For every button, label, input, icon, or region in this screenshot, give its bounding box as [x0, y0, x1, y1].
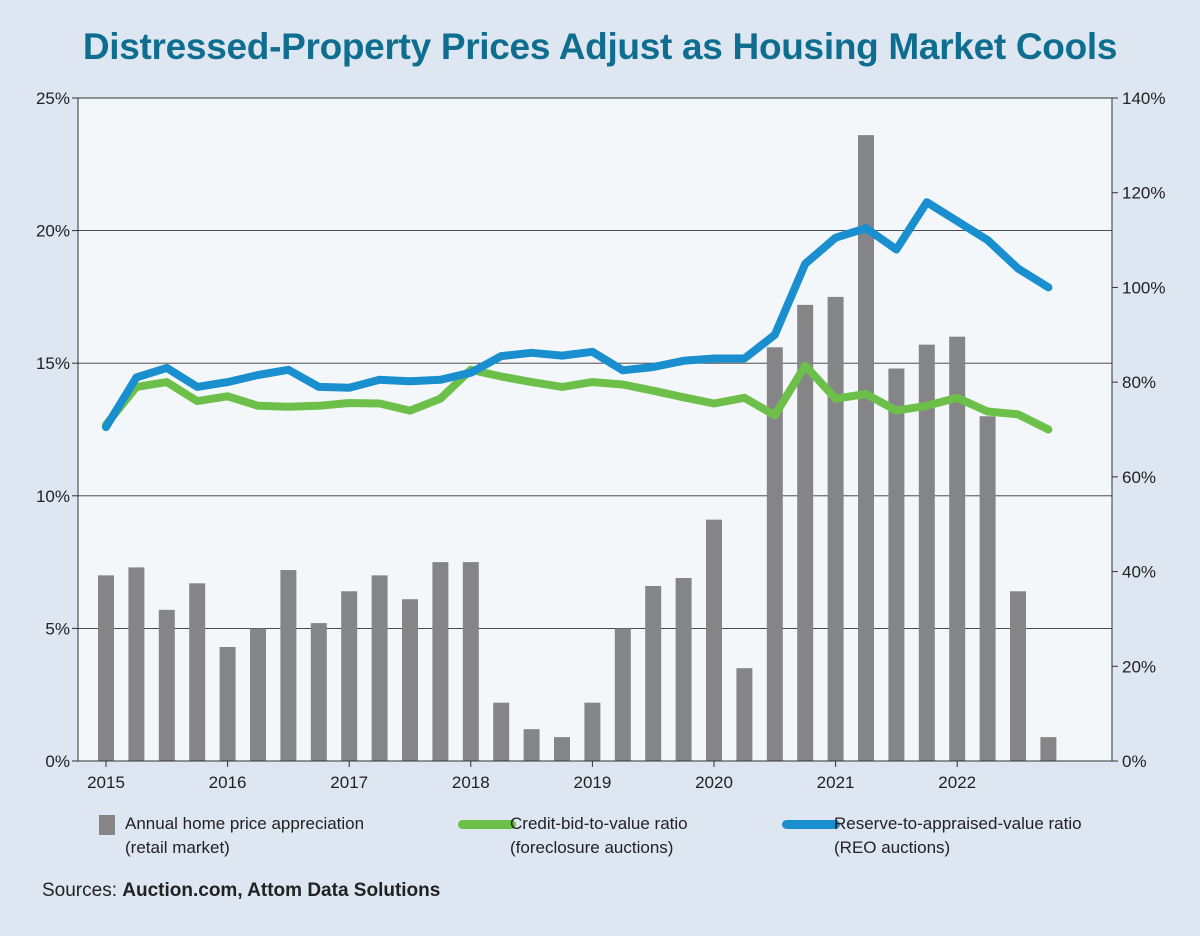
x-tick-label: 2020: [695, 773, 733, 792]
bar: [766, 347, 783, 761]
bar: [554, 737, 570, 761]
bar: [158, 609, 175, 761]
right-tick-label: 0%: [1122, 752, 1147, 771]
bar: [827, 296, 844, 761]
sources-note: Sources: Auction.com, Attom Data Solutio…: [42, 880, 440, 902]
bar: [523, 729, 540, 761]
line-series: [102, 198, 1053, 434]
left-tick-label: 20%: [36, 222, 70, 241]
bar: [128, 567, 145, 761]
bar: [675, 578, 692, 761]
bar: [888, 368, 905, 761]
legend-blue-label-line2: (REO auctions): [834, 838, 951, 857]
bar: [1040, 737, 1057, 761]
legend-bar-label-line1: Annual home price appreciation: [125, 814, 365, 833]
right-axis-ticks: 0% 20% 40% 60% 80% 100% 120% 140%: [1112, 89, 1165, 771]
x-tick-label: 2022: [938, 773, 976, 792]
x-axis-ticks: 2015 2016 2017 2018 2019 2020 2021 2022: [87, 761, 976, 792]
x-tick-label: 2019: [573, 773, 611, 792]
axes: [77, 98, 1113, 762]
left-tick-label: 15%: [36, 354, 70, 373]
right-tick-label: 20%: [1122, 657, 1156, 676]
bar: [736, 668, 753, 761]
bar: [797, 304, 814, 761]
bar: [219, 646, 236, 761]
bar: [432, 562, 449, 761]
bar: [341, 591, 358, 761]
sources-prefix: Sources:: [42, 880, 123, 901]
left-tick-label: 5%: [45, 619, 70, 638]
bar: [1010, 591, 1026, 761]
bar: [584, 702, 601, 761]
bar: [189, 583, 206, 761]
bar: [310, 623, 327, 761]
legend-blue-swatch: [782, 820, 840, 829]
x-tick-label: 2015: [87, 773, 125, 792]
x-tick-label: 2016: [209, 773, 247, 792]
right-tick-label: 120%: [1122, 184, 1165, 203]
right-tick-label: 80%: [1122, 373, 1156, 392]
bar: [250, 628, 266, 761]
bar: [979, 416, 996, 761]
chart-title: Distressed-Property Prices Adjust as Hou…: [82, 26, 1118, 67]
bar: [98, 575, 114, 761]
bar-series: [98, 135, 1057, 762]
bar: [918, 344, 935, 761]
bar: [706, 519, 722, 761]
x-tick-label: 2017: [330, 773, 368, 792]
bar: [280, 570, 297, 761]
legend-bar-swatch: [99, 815, 115, 835]
left-tick-label: 0%: [45, 752, 70, 771]
sources-names: Auction.com, Attom Data Solutions: [122, 880, 441, 901]
bar: [462, 562, 479, 761]
legend-green-label-line2: (foreclosure auctions): [510, 838, 674, 857]
legend-green-swatch: [458, 820, 516, 829]
bar: [402, 599, 418, 761]
left-tick-label: 10%: [36, 487, 70, 506]
credit-bid-line: [102, 361, 1053, 434]
bar: [371, 575, 388, 761]
legend-blue-label-line1: Reserve-to-appraised-value ratio: [834, 814, 1082, 833]
bar: [493, 702, 510, 761]
right-tick-label: 60%: [1122, 468, 1156, 487]
right-tick-label: 140%: [1122, 89, 1165, 108]
right-tick-label: 40%: [1122, 563, 1156, 582]
reserve-to-appraised-line: [102, 198, 1053, 432]
x-tick-label: 2018: [452, 773, 490, 792]
x-tick-label: 2021: [817, 773, 855, 792]
left-tick-label: 25%: [36, 89, 70, 108]
bar: [614, 628, 631, 761]
right-tick-label: 100%: [1122, 278, 1165, 297]
bar: [858, 135, 874, 762]
legend-green-label-line1: Credit-bid-to-value ratio: [510, 814, 688, 833]
bar: [645, 585, 662, 761]
legend-bar-label-line2: (retail market): [125, 838, 230, 857]
left-axis-ticks: 0% 5% 10% 15% 20% 25%: [36, 89, 78, 771]
bar: [949, 336, 966, 761]
